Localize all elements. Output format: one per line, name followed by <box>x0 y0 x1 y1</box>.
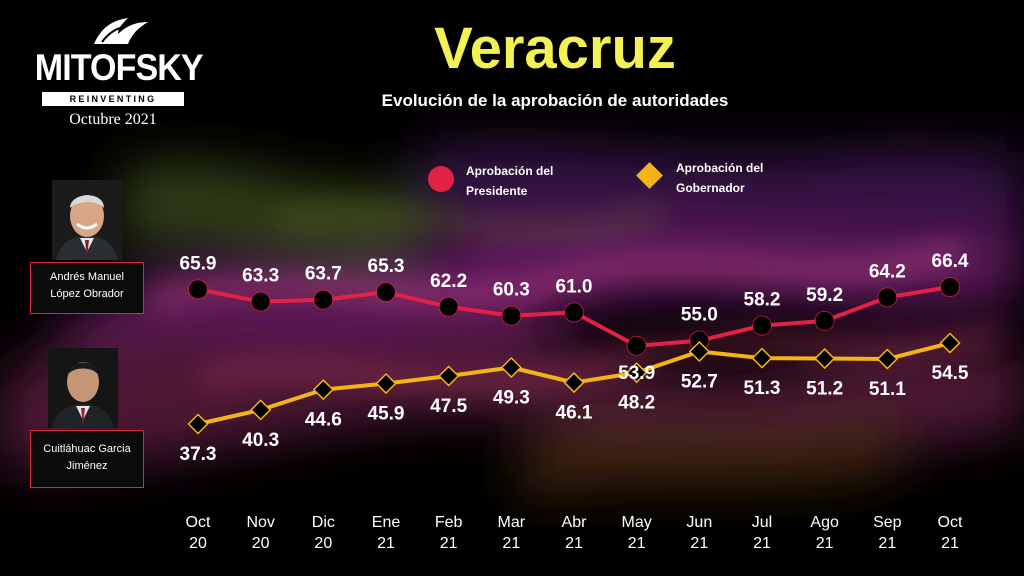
governor-point-10 <box>814 347 836 370</box>
governor-value-label-3: 45.9 <box>368 404 405 425</box>
president-marker-ring <box>626 335 647 356</box>
president-point-10 <box>815 311 834 330</box>
president-value-label-4: 62.2 <box>430 271 467 292</box>
legend-president-label: Aprobación del Presidente <box>466 164 554 198</box>
governor-value-label-7: 48.2 <box>618 393 655 414</box>
president-point-5 <box>502 306 521 325</box>
governor-name: Cuitláhuac Garcia Jiménez <box>43 443 131 472</box>
president-point-7 <box>627 336 646 355</box>
governor-portrait <box>48 348 118 428</box>
president-name-box: Andrés Manuel López Obrador <box>30 262 144 314</box>
president-point-9 <box>753 316 771 335</box>
president-value-label-7: 53.9 <box>618 363 655 384</box>
president-portrait <box>52 180 122 260</box>
value-labels: 65.9 63.3 63.7 65.3 62.2 60.3 61.0 53.9 55.0 58.2… <box>180 251 969 465</box>
president-marker-ring <box>313 289 334 310</box>
president-value-label-2: 63.7 <box>305 264 342 285</box>
president-point-0 <box>189 280 207 299</box>
x-axis: Oct 20 Nov 20 Dic 20 Ene 21 Feb 21 Mar 21 Abr 21 May 21… <box>186 514 963 552</box>
president-value-label-5: 60.3 <box>493 280 530 301</box>
x-tick-label-2: Dic 20 <box>312 514 335 552</box>
x-tick-label-10: Ago 21 <box>810 514 839 552</box>
governor-point-5 <box>500 356 522 379</box>
legend-governor-label: Aprobación del Gobernador <box>676 161 764 195</box>
governor-value-label-10: 51.2 <box>806 379 843 400</box>
president-name: Andrés Manuel López Obrador <box>50 271 124 300</box>
governor-point-1 <box>250 399 272 421</box>
x-tick-label-5: Mar 21 <box>498 514 526 552</box>
governor-value-label-1: 40.3 <box>242 430 279 451</box>
president-point-4 <box>439 297 458 316</box>
governor-point-7 <box>626 362 648 384</box>
president-value-label-12: 66.4 <box>932 251 969 272</box>
governor-value-label-12: 54.5 <box>932 363 969 384</box>
x-tick-label-8: Jun 21 <box>686 514 712 552</box>
x-tick-label-0: Oct 20 <box>186 514 211 552</box>
president-point-2 <box>314 290 333 309</box>
president-point-1 <box>251 292 270 311</box>
president-marker-ring <box>563 302 585 323</box>
governor-value-label-6: 46.1 <box>556 403 593 424</box>
governor-value-label-5: 49.3 <box>493 388 530 409</box>
bird-logo-icon <box>94 18 148 44</box>
x-tick-label-6: Abr 21 <box>562 514 588 552</box>
governor-point-3 <box>375 372 397 395</box>
governor-point-2 <box>312 379 334 401</box>
chart-title: Veracruz <box>434 16 676 81</box>
legend-president-marker <box>428 166 454 192</box>
x-tick-label-4: Feb 21 <box>435 514 463 552</box>
president-point-3 <box>377 283 395 302</box>
governor-value-label-9: 51.3 <box>744 378 781 399</box>
president-marker-ring <box>877 287 898 308</box>
x-tick-label-12: Oct 21 <box>938 514 963 552</box>
president-marker-ring <box>250 291 271 312</box>
governor-point-11 <box>876 348 898 370</box>
x-tick-label-7: May 21 <box>622 514 652 552</box>
series-markers <box>187 276 961 435</box>
governor-point-8 <box>688 340 710 363</box>
president-value-label-6: 61.0 <box>556 276 593 297</box>
governor-point-12 <box>939 332 961 354</box>
x-tick-label-3: Ene 21 <box>372 514 401 552</box>
governor-value-label-4: 47.5 <box>430 396 467 417</box>
report-date: Octubre 2021 <box>69 111 157 128</box>
president-marker-ring <box>751 315 773 336</box>
governor-name-box: Cuitláhuac Garcia Jiménez <box>30 430 144 488</box>
president-value-label-9: 58.2 <box>744 290 781 311</box>
president-value-label-3: 65.3 <box>368 256 405 277</box>
x-tick-label-11: Sep 21 <box>873 514 902 552</box>
president-value-label-1: 63.3 <box>242 266 279 287</box>
governor-value-label-2: 44.6 <box>305 410 342 431</box>
president-value-label-8: 55.0 <box>681 305 718 326</box>
president-point-12 <box>941 278 959 296</box>
chart-subtitle: Evolución de la aprobación de autoridade… <box>381 91 729 110</box>
president-point-11 <box>878 288 897 307</box>
governor-point-6 <box>563 372 585 394</box>
logo-tagline: REINVENTING RESEARCH <box>42 92 184 118</box>
president-marker-ring <box>438 296 459 317</box>
president-point-6 <box>565 303 583 322</box>
governor-point-0 <box>187 413 209 435</box>
governor-point-9 <box>751 347 773 369</box>
governor-value-label-0: 37.3 <box>180 444 217 465</box>
governor-value-label-11: 51.1 <box>869 379 906 400</box>
governor-point-4 <box>438 365 460 387</box>
president-marker-ring <box>375 282 397 303</box>
governor-value-label-8: 52.7 <box>681 371 718 392</box>
president-value-label-11: 64.2 <box>869 261 906 282</box>
president-marker-ring <box>814 310 835 331</box>
president-value-label-0: 65.9 <box>180 253 217 274</box>
president-marker-ring <box>501 305 522 326</box>
president-marker-ring <box>939 276 961 298</box>
x-tick-label-9: Jul 21 <box>752 514 772 552</box>
mitofsky-logo: MITOFSKY <box>34 47 204 88</box>
x-tick-label-1: Nov 20 <box>246 514 274 552</box>
president-marker-ring <box>187 279 209 300</box>
president-value-label-10: 59.2 <box>806 285 843 306</box>
